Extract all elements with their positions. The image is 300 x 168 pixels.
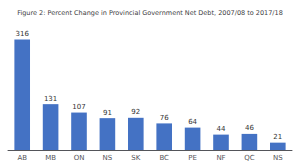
svg-text:NS: NS <box>273 154 283 162</box>
svg-text:QC: QC <box>244 154 255 162</box>
svg-text:46: 46 <box>245 124 254 132</box>
svg-text:AB: AB <box>17 154 27 162</box>
svg-text:64: 64 <box>188 118 197 126</box>
svg-text:PE: PE <box>188 154 197 162</box>
svg-text:76: 76 <box>160 114 169 122</box>
svg-text:NS: NS <box>103 154 113 162</box>
svg-text:131: 131 <box>44 95 57 103</box>
svg-text:91: 91 <box>103 109 112 117</box>
svg-text:MB: MB <box>45 154 56 162</box>
svg-text:21: 21 <box>273 133 282 141</box>
svg-text:ON: ON <box>74 154 85 162</box>
svg-text:92: 92 <box>131 108 140 116</box>
svg-text:107: 107 <box>72 103 85 111</box>
svg-text:44: 44 <box>217 125 226 133</box>
svg-text:NF: NF <box>216 154 225 162</box>
svg-text:316: 316 <box>16 30 30 38</box>
svg-text:SK: SK <box>131 154 140 162</box>
svg-text:Figure 2: Percent Change in Pr: Figure 2: Percent Change in Provincial G… <box>17 9 283 17</box>
svg-text:BC: BC <box>159 154 169 162</box>
